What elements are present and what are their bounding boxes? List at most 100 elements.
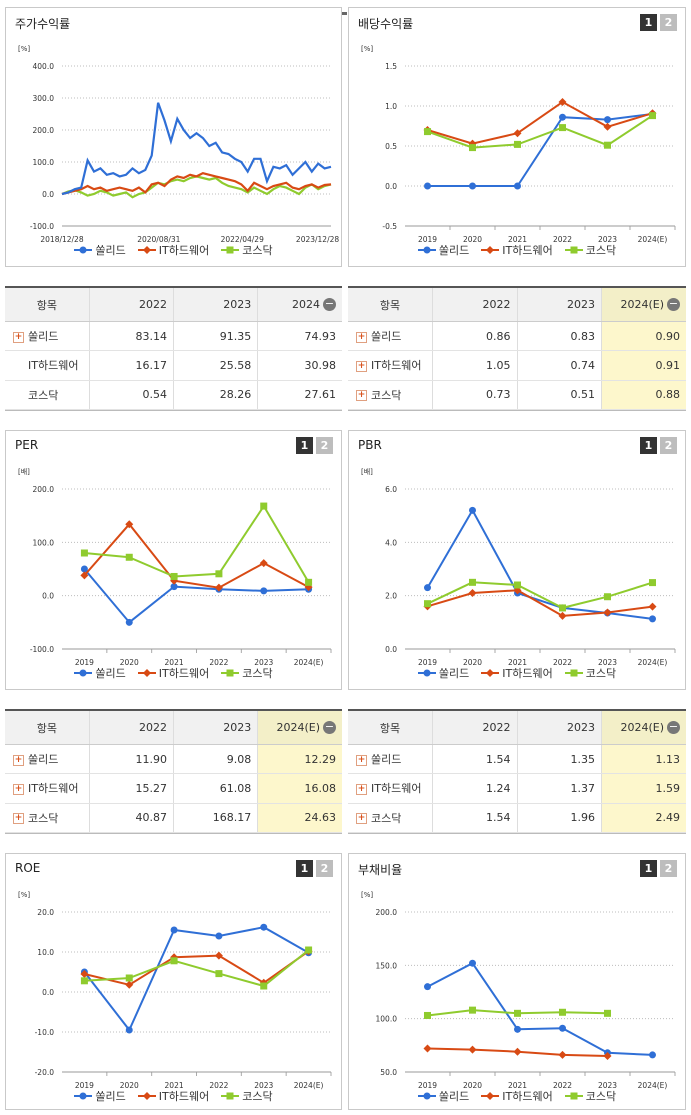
y-tick-label: 200.0: [33, 126, 55, 135]
x-tick-label: 2020: [120, 1081, 139, 1090]
column-header: 항목: [348, 711, 433, 745]
data-point-solid: [170, 926, 178, 934]
value-cell: 61.08: [173, 773, 259, 804]
view-1-button[interactable]: 1: [296, 437, 313, 454]
collapse-icon[interactable]: −: [323, 720, 336, 735]
legend-item-it[interactable]: IT하드웨어: [137, 242, 209, 258]
value-cell: 0.74: [517, 350, 602, 381]
column-header-label: 2022: [139, 298, 167, 311]
legend-item-it[interactable]: IT하드웨어: [481, 242, 553, 258]
expand-icon[interactable]: +: [13, 783, 24, 795]
expand-icon: +: [13, 361, 24, 372]
value-cell: 0.91: [601, 350, 686, 381]
column-header: 2022: [89, 288, 175, 322]
legend-label: 쏠리드: [438, 667, 470, 680]
series-line-solid: [61, 102, 332, 196]
data-point-kosdaq: [424, 600, 431, 608]
expand-icon[interactable]: +: [13, 754, 24, 766]
legend-item-kosdaq[interactable]: 코스닥: [564, 1088, 616, 1104]
expand-icon[interactable]: +: [356, 783, 367, 795]
view-1-button[interactable]: 1: [640, 14, 657, 31]
legend-item-it[interactable]: IT하드웨어: [481, 1088, 553, 1104]
row-name-cell: + 코스닥: [348, 803, 433, 834]
value-cell: 0.90: [601, 321, 686, 352]
row-name-cell: + IT하드웨어: [5, 350, 90, 381]
x-tick-label: 2021: [165, 658, 184, 667]
data-point-kosdaq: [514, 581, 521, 589]
view-2-button[interactable]: 2: [660, 860, 677, 877]
view-2-button[interactable]: 2: [660, 14, 677, 31]
expand-icon[interactable]: +: [356, 813, 367, 825]
expand-icon[interactable]: +: [356, 754, 367, 766]
view-2-button[interactable]: 2: [660, 437, 677, 454]
data-point-kosdaq: [215, 970, 223, 978]
column-header-label: 2024(E): [276, 720, 320, 734]
value-cell: 30.98: [257, 350, 342, 381]
value-cell: 0.88: [601, 380, 686, 411]
legend-item-solid[interactable]: 쏠리드: [74, 242, 126, 258]
legend-item-solid[interactable]: 쏠리드: [417, 242, 469, 258]
x-tick-label: 2023: [598, 658, 617, 667]
collapse-icon[interactable]: −: [667, 297, 680, 312]
expand-icon[interactable]: +: [356, 390, 367, 402]
legend-item-solid[interactable]: 쏠리드: [74, 665, 126, 681]
legend-marker-icon: [481, 1092, 500, 1100]
view-1-button[interactable]: 1: [296, 860, 313, 877]
collapse-icon[interactable]: −: [667, 720, 680, 735]
legend-item-kosdaq[interactable]: 코스닥: [221, 665, 273, 681]
expand-icon[interactable]: +: [13, 331, 24, 343]
column-header-label: 2024(E): [620, 720, 664, 734]
collapse-icon[interactable]: −: [323, 297, 336, 312]
legend-item-it[interactable]: IT하드웨어: [137, 665, 209, 681]
legend-item-it[interactable]: IT하드웨어: [137, 1088, 209, 1104]
column-header: 2022: [89, 711, 175, 745]
value-cell: 74.93: [257, 321, 342, 352]
legend-item-it[interactable]: IT하드웨어: [481, 665, 553, 681]
legend-marker: [486, 1092, 495, 1100]
view-2-button[interactable]: 2: [316, 437, 333, 454]
legend-item-kosdaq[interactable]: 코스닥: [221, 1088, 273, 1104]
data-point-it: [558, 1050, 567, 1059]
x-tick-label: 2022: [209, 1081, 228, 1090]
table-row: + 쏠리드 83.14 91.35 74.93: [5, 321, 342, 352]
data-point-solid: [514, 1025, 521, 1033]
legend-item-solid[interactable]: 쏠리드: [74, 1088, 126, 1104]
legend-label: IT하드웨어: [502, 667, 553, 680]
series-line-kosdaq: [427, 581, 653, 609]
row-name-cell: + IT하드웨어: [348, 350, 433, 381]
expand-icon[interactable]: +: [356, 360, 367, 372]
data-point-kosdaq: [559, 1008, 566, 1016]
legend-marker: [570, 1092, 578, 1100]
view-2-button[interactable]: 2: [316, 860, 333, 877]
value-cell: 11.90: [89, 744, 175, 775]
x-tick-label: 2023: [598, 1081, 617, 1090]
row-label: 쏠리드: [371, 753, 402, 767]
legend-label: 코스닥: [585, 667, 617, 680]
expand-icon[interactable]: +: [13, 813, 24, 825]
legend-marker-icon: [564, 669, 583, 677]
view-1-button[interactable]: 1: [640, 860, 657, 877]
legend-item-solid[interactable]: 쏠리드: [417, 665, 470, 681]
value-cell: 83.14: [89, 321, 175, 352]
series-line-solid: [427, 113, 653, 187]
legend-item-kosdaq[interactable]: 코스닥: [564, 665, 617, 681]
legend-item-kosdaq[interactable]: 코스닥: [564, 242, 616, 258]
data-point-solid: [424, 983, 431, 991]
column-header: 2023: [173, 288, 259, 322]
data-point-it: [468, 1045, 477, 1054]
data-point-kosdaq: [125, 974, 133, 982]
column-header-label: 2023: [567, 721, 595, 734]
legend-marker: [142, 669, 151, 677]
legend-item-kosdaq[interactable]: 코스닥: [221, 242, 273, 258]
unit-label: [배]: [361, 467, 373, 476]
data-point-kosdaq: [469, 578, 476, 586]
legend-item-solid[interactable]: 쏠리드: [417, 1088, 469, 1104]
legend-marker: [486, 246, 495, 254]
view-1-button[interactable]: 1: [640, 437, 657, 454]
column-header: 항목: [5, 288, 90, 322]
column-header: 2024(E) −: [601, 288, 686, 322]
expand-icon[interactable]: +: [356, 331, 367, 343]
value-cell: 0.73: [432, 380, 518, 411]
y-tick-label: 50.0: [380, 1068, 397, 1077]
